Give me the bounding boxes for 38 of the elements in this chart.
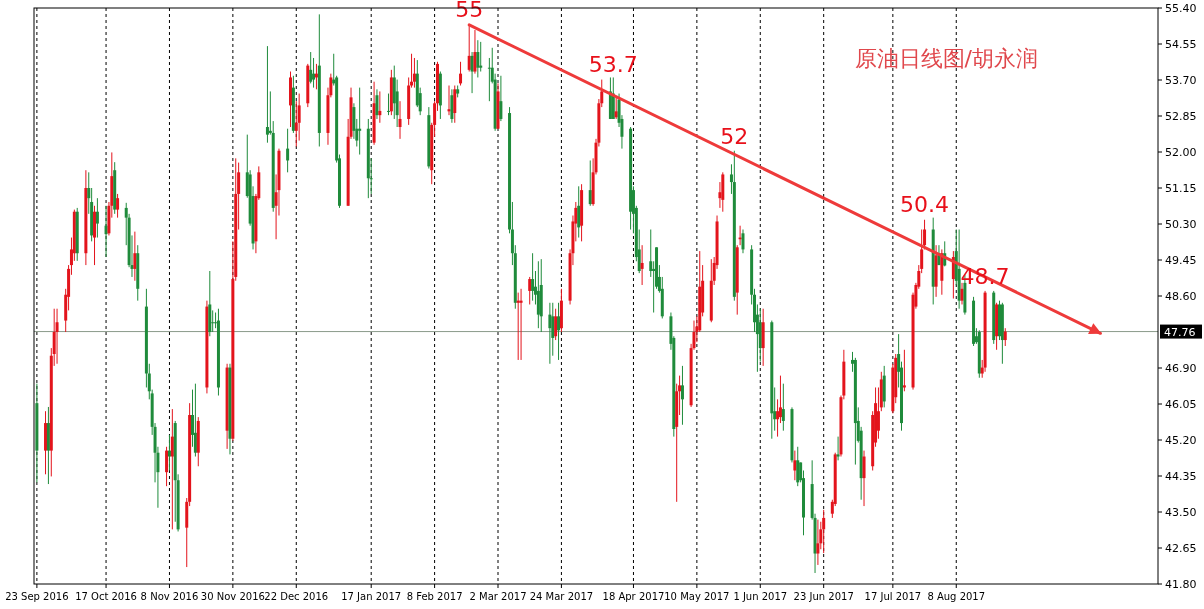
x-tick-label: 8 Nov 2016	[140, 591, 199, 602]
title: 原油日线图/胡永润	[854, 46, 1038, 71]
y-tick-label: 51.15	[1165, 182, 1197, 195]
y-tick-label: 42.65	[1165, 542, 1197, 555]
x-tick-label: 17 Oct 2016	[75, 591, 137, 602]
y-tick-label: 48.60	[1165, 290, 1197, 303]
annotation: 55	[455, 0, 484, 22]
y-tick-label: 46.90	[1165, 362, 1197, 375]
x-tick-label: 30 Nov 2016	[200, 591, 265, 602]
y-tick-label: 45.20	[1165, 434, 1197, 447]
y-tick-label: 52.85	[1165, 110, 1197, 123]
x-tick-label: 17 Jan 2017	[341, 591, 402, 602]
x-tick-label: 22 Dec 2016	[264, 591, 329, 602]
annotation: 53.7	[588, 52, 638, 77]
x-tick-label: 10 May 2017	[664, 591, 730, 602]
y-tick-label: 41.80	[1165, 578, 1197, 591]
y-tick-label: 55.40	[1165, 2, 1197, 15]
y-tick-label: 54.55	[1165, 38, 1197, 51]
x-tick-label: 8 Aug 2017	[927, 591, 986, 602]
x-tick-label: 17 Jul 2017	[864, 591, 922, 602]
y-tick-label: 46.05	[1165, 398, 1197, 411]
x-tick-label: 8 Feb 2017	[406, 591, 463, 602]
y-tick-label: 53.70	[1165, 74, 1197, 87]
ref-line: 47.76	[33, 324, 1202, 339]
annotation: 50.4	[900, 191, 950, 217]
ref-line-label: 47.76	[1164, 325, 1196, 339]
y-tick-label: 49.45	[1165, 254, 1197, 267]
y-tick-label: 50.30	[1165, 218, 1197, 231]
x-tick-label: 18 Apr 2017	[602, 591, 665, 602]
x-tick-label: 23 Jun 2017	[793, 591, 854, 602]
x-tick-label: 1 Jun 2017	[733, 591, 788, 602]
annotation: 52	[720, 124, 749, 149]
x-tick-label: 24 Mar 2017	[529, 591, 594, 602]
x-tick-label: 23 Sep 2016	[5, 591, 69, 602]
y-tick-label: 52.00	[1165, 146, 1197, 159]
x-tick-label: 2 Mar 2017	[469, 591, 527, 602]
y-tick-label: 43.50	[1165, 506, 1197, 519]
y-tick-label: 44.35	[1165, 470, 1197, 483]
